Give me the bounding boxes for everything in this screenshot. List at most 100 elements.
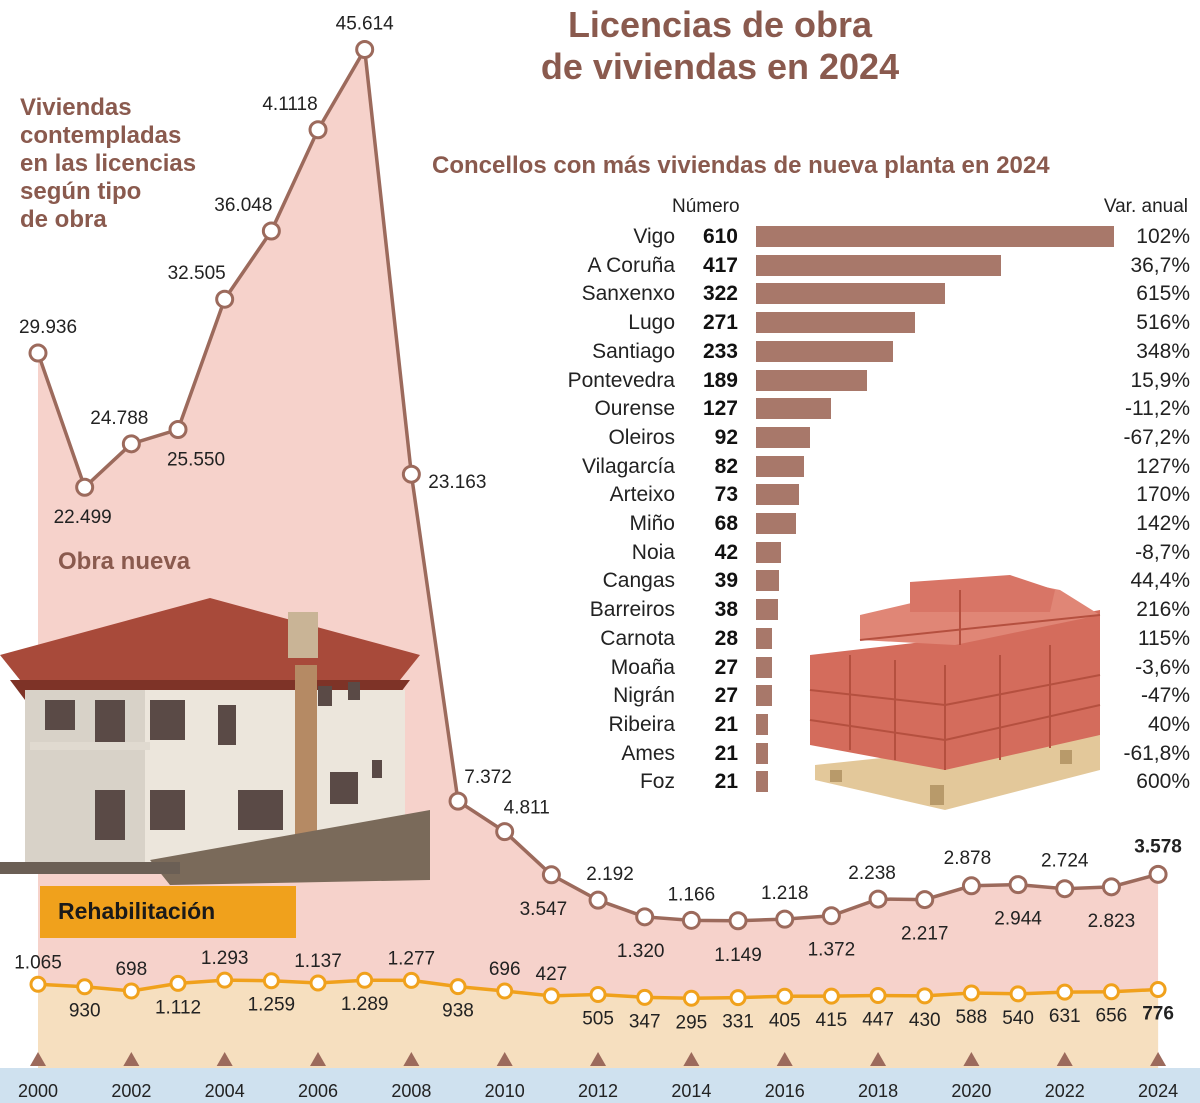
bar-row: Moaña 27 -3,6% [0, 656, 1200, 680]
bar-category-label: Vigo [633, 225, 675, 248]
bar-oleiros [756, 426, 810, 448]
chart-subtitle: Viviendas contempladas en las licencias … [20, 94, 260, 234]
label-rehabilitacion-2002: 698 [115, 959, 147, 980]
point-rehabilitacion-2005 [262, 972, 280, 990]
bar-category-label: Lugo [628, 311, 675, 335]
point-rehabilitacion-2021 [1009, 985, 1027, 1003]
label-rehabilitacion-2018: 447 [862, 1010, 894, 1031]
label-rehabilitacion-2024: 776 [1142, 1004, 1174, 1025]
label-rehabilitacion-2022: 631 [1049, 1006, 1081, 1027]
point-obra-nueva-2019 [915, 890, 935, 910]
label-obra-nueva-2013: 1.320 [617, 941, 665, 962]
label-obra-nueva-2006: 4.1118 [262, 94, 317, 115]
series-label-rehabilitacion: Rehabilitación [58, 898, 216, 924]
bar-category-label: Noia [631, 540, 675, 564]
bar-vilagarcía [756, 455, 805, 477]
label-obra-nueva-2021: 2.944 [994, 909, 1042, 930]
point-rehabilitacion-2003 [169, 974, 187, 992]
tick-marker-2016 [776, 1052, 793, 1066]
bar-var-anual-label: 44,4% [1130, 569, 1190, 593]
bar-row: Lugo 271 516% [0, 311, 1200, 335]
label-obra-nueva-2015: 1.149 [714, 945, 762, 966]
bar-var-anual-label: 142% [1136, 512, 1190, 535]
label-obra-nueva-2000: 29.936 [19, 317, 77, 338]
series-label-obra-nueva: Obra nueva [58, 548, 191, 575]
point-obra-nueva-2016 [775, 909, 795, 929]
x-tick-label-2022: 2022 [1045, 1081, 1085, 1101]
label-obra-nueva-2003: 25.550 [167, 449, 225, 470]
label-rehabilitacion-2008: 1.277 [388, 948, 436, 969]
bar-var-anual-label: -67,2% [1123, 425, 1190, 449]
label-rehabilitacion-2007: 1.289 [341, 994, 389, 1015]
subtitle-line: de obra [20, 206, 107, 233]
bar-var-anual-label: 170% [1136, 483, 1190, 507]
tick-marker-2006 [310, 1052, 327, 1066]
point-obra-nueva-2015 [728, 911, 748, 931]
point-obra-nueva-2022 [1055, 879, 1075, 899]
bar-category-label: Nigrán [613, 684, 675, 708]
bar-value-label: 39 [714, 569, 738, 593]
bar-var-anual-label: -8,7% [1135, 540, 1190, 564]
bar-row: Ourense 127 -11,2% [0, 397, 1200, 421]
bar-carnota [756, 627, 773, 649]
label-rehabilitacion-2013: 347 [629, 1011, 661, 1032]
bar-var-anual-label: 102% [1136, 225, 1190, 248]
label-rehabilitacion-2016: 405 [769, 1010, 801, 1031]
point-rehabilitacion-2016 [776, 987, 794, 1005]
bar-moaña [756, 656, 772, 678]
bar-category-label: Ribeira [608, 712, 675, 736]
bar-category-label: Ourense [594, 397, 675, 421]
tick-marker-2008 [403, 1052, 420, 1066]
point-rehabilitacion-2012 [589, 985, 607, 1003]
point-obra-nueva-2008 [401, 464, 421, 484]
bar-category-label: Sanxenxo [581, 282, 675, 306]
point-obra-nueva-2021 [1008, 875, 1028, 895]
tick-marker-2022 [1056, 1052, 1073, 1066]
tick-marker-2010 [496, 1052, 513, 1066]
point-obra-nueva-2010 [495, 822, 515, 842]
x-tick-label-2020: 2020 [951, 1081, 991, 1101]
bar-var-anual-label: 348% [1136, 339, 1190, 363]
bar-row: Ames 21 -61,8% [0, 742, 1200, 766]
bar-var-anual-label: 40% [1147, 712, 1190, 736]
bar-category-label: Carnota [600, 626, 675, 650]
bar-value-label: 21 [714, 712, 738, 736]
point-rehabilitacion-2008 [402, 971, 420, 989]
point-rehabilitacion-2002 [122, 982, 140, 1000]
bar-category-label: Oleiros [608, 425, 675, 449]
bar-var-anual-label: 615% [1136, 282, 1190, 306]
point-rehabilitacion-2018 [869, 987, 887, 1005]
subtitle-line: en las licencias [20, 150, 197, 177]
point-obra-nueva-2005 [261, 221, 281, 241]
x-tick-label-2004: 2004 [205, 1081, 245, 1101]
point-rehabilitacion-2000 [29, 975, 47, 993]
bar-value-label: 82 [714, 454, 738, 478]
bar-cangas [756, 570, 779, 592]
label-obra-nueva-2010: 4.811 [504, 798, 550, 819]
x-tick-label-2002: 2002 [111, 1081, 151, 1101]
bar-value-label: 322 [702, 282, 738, 306]
page-title: Licencias de obra de viviendas en 2024 [440, 4, 1000, 88]
bar-row: Arteixo 73 170% [0, 483, 1200, 507]
bar-foz [756, 771, 769, 793]
bar-var-anual-label: -3,6% [1135, 655, 1190, 679]
label-rehabilitacion-2000: 1.065 [14, 952, 62, 973]
point-rehabilitacion-2015 [729, 989, 747, 1007]
label-obra-nueva-2008: 23.163 [428, 472, 486, 493]
subtitle-line: Viviendas [20, 94, 132, 121]
bar-category-label: Vilagarcía [581, 454, 675, 478]
bar-ribeira [756, 713, 769, 735]
bar-row: Nigrán 27 -47% [0, 684, 1200, 708]
label-obra-nueva-2007: 45.614 [336, 14, 395, 35]
bar-category-label: Foz [639, 770, 675, 794]
tick-marker-2012 [590, 1052, 607, 1066]
label-rehabilitacion-2020: 588 [956, 1007, 988, 1028]
bar-barreiros [756, 599, 779, 621]
bar-sanxenxo [756, 283, 945, 305]
point-rehabilitacion-2014 [682, 989, 700, 1007]
bar-var-anual-label: 15,9% [1130, 368, 1190, 392]
tick-marker-2000 [30, 1052, 46, 1066]
bar-value-label: 417 [702, 253, 738, 277]
tick-marker-2004 [216, 1052, 233, 1066]
bar-santiago [756, 340, 893, 362]
